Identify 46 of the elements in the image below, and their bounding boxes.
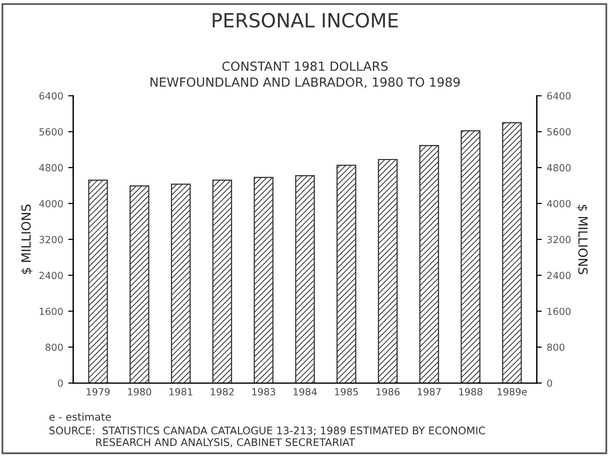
x-tick-label: 1982 xyxy=(210,388,234,396)
x-tick-label: 1980 xyxy=(128,388,152,396)
bar xyxy=(295,175,315,384)
source-note: SOURCE: STATISTICS CANADA CATALOGUE 13-213; 1989 ESTIMATED BY ECONOMIC RESEARCH AND ANALYSIS, CABINET SECRETARIAT xyxy=(49,426,485,448)
x-tick-label: 1983 xyxy=(252,388,276,396)
y2-tick-label: 1600 xyxy=(548,308,571,316)
y-tick-label: 2400 xyxy=(39,272,63,280)
y2-tick-label: 4800 xyxy=(547,164,571,172)
x-tick-label: 1985 xyxy=(335,388,358,396)
x-tick-label: 1986 xyxy=(376,388,400,396)
y2-tick-label: 4000 xyxy=(547,200,571,208)
chart-subtitle: CONSTANT 1981 DOLLARS NEWFOUNDLAND AND LABRADOR, 1980 TO 1989 xyxy=(150,61,460,88)
bar xyxy=(254,176,274,384)
y2-tick-label: 3200 xyxy=(547,236,571,244)
bar xyxy=(502,122,522,384)
y2-axis-title: $ MILLIONS xyxy=(576,204,588,274)
y2-tick-label: 6400 xyxy=(547,92,571,100)
y-tick-label: 0 xyxy=(58,380,63,387)
bar xyxy=(170,184,191,384)
bar xyxy=(88,180,108,384)
x-tick-label: 1989e xyxy=(498,388,527,396)
y2-tick-label: 800 xyxy=(547,344,564,351)
bar xyxy=(460,130,480,384)
bar xyxy=(130,185,150,384)
x-tick-label: 1988 xyxy=(459,388,482,396)
x-tick-label: 1987 xyxy=(418,388,441,396)
bar xyxy=(212,180,232,384)
y2-tick-label: 0 xyxy=(547,380,552,387)
x-tick-label: 1981 xyxy=(170,388,192,396)
y-tick-label: 3200 xyxy=(39,236,63,244)
bar xyxy=(336,164,356,384)
y-tick-label: 4800 xyxy=(39,164,63,172)
y-tick-label: 4000 xyxy=(39,200,63,208)
y-axis-title: $ MILLIONS xyxy=(21,204,32,274)
x-tick-label: 1979 xyxy=(86,388,110,396)
bar xyxy=(419,145,440,384)
y-tick-label: 6400 xyxy=(39,92,63,100)
x-tick-label: 1984 xyxy=(294,388,317,396)
y-tick-label: 1600 xyxy=(40,308,63,316)
chart-title: PERSONAL INCOME xyxy=(212,12,398,28)
text: e - estimate xyxy=(49,412,111,421)
y2-tick-label: 5600 xyxy=(547,128,571,136)
y-tick-label: 800 xyxy=(46,344,63,351)
y2-tick-label: 2400 xyxy=(547,272,571,280)
y-tick-label: 5600 xyxy=(39,128,63,136)
bar xyxy=(378,158,398,384)
